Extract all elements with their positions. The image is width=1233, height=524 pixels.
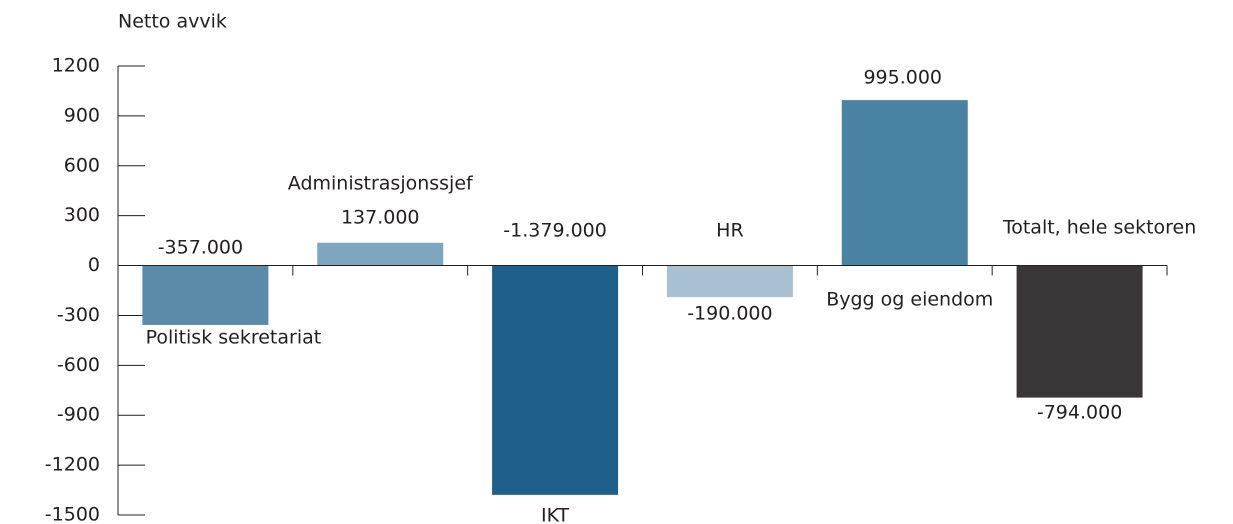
bar — [317, 242, 444, 266]
y-tick-label: 300 — [64, 204, 100, 226]
y-tick-label: 600 — [64, 154, 100, 176]
y-tick-label: -1200 — [45, 454, 100, 476]
y-tick-label: 1200 — [52, 55, 100, 77]
bar — [492, 265, 619, 495]
value-label: -794.000 — [1037, 402, 1122, 424]
y-tick-label: -600 — [57, 354, 100, 376]
y-axis-label: Netto avvik — [118, 11, 227, 33]
bar — [1016, 265, 1143, 398]
bar — [142, 265, 269, 325]
bar — [841, 100, 968, 266]
category-label: Totalt, hele sektoren — [1002, 217, 1196, 239]
value-label: 995.000 — [863, 67, 942, 89]
category-label: IKT — [541, 505, 570, 524]
y-tick-label: -900 — [57, 404, 100, 426]
category-label: Politisk sekretariat — [146, 327, 322, 349]
category-label: Administrasjonssjef — [288, 173, 474, 195]
y-tick-label: 0 — [88, 254, 100, 276]
value-label: -1.379.000 — [503, 220, 607, 242]
y-tick-label: -300 — [57, 304, 100, 326]
value-label: -357.000 — [158, 237, 243, 259]
y-tick-label: -1500 — [45, 504, 100, 524]
value-label: -190.000 — [687, 303, 772, 325]
category-label: HR — [716, 220, 744, 242]
y-tick-label: 900 — [64, 104, 100, 126]
value-label: 137.000 — [341, 207, 420, 229]
category-label: Bygg og eiendom — [826, 289, 993, 311]
bar — [666, 265, 793, 298]
